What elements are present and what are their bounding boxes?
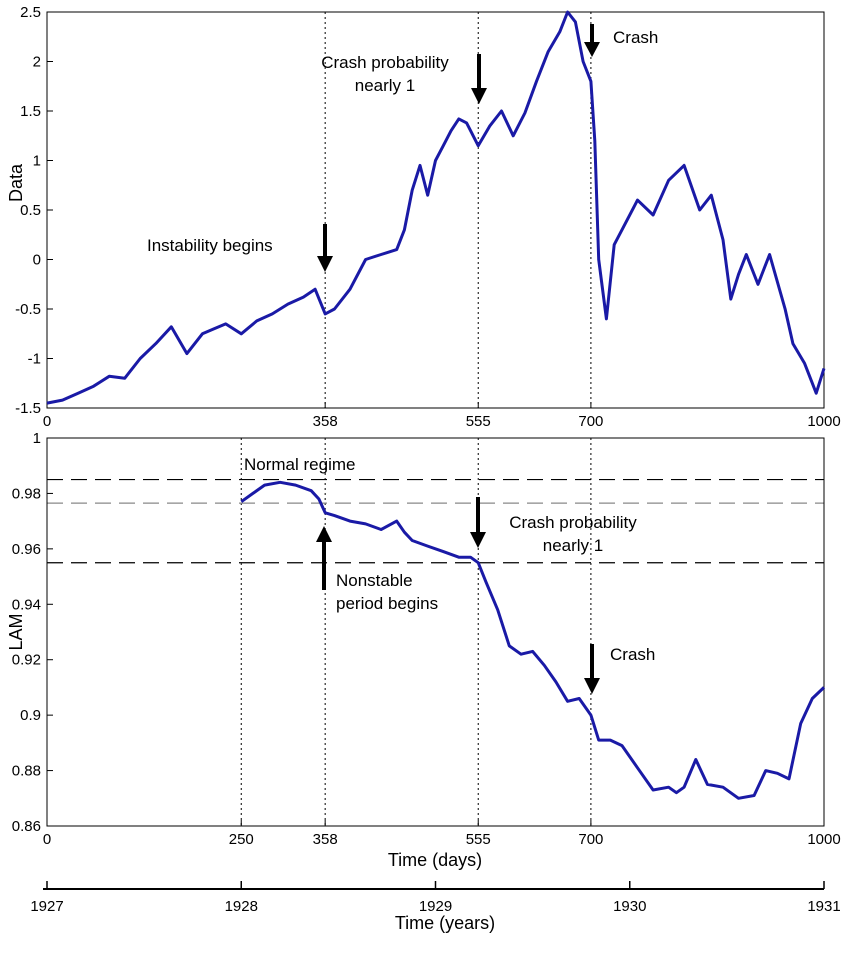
lam-x-tick-label: 700 <box>578 831 603 848</box>
data-y-tick-label: 2.5 <box>20 4 41 21</box>
lam-x-tick-label: 358 <box>313 831 338 848</box>
years-axis-label: Time (years) <box>395 913 495 933</box>
annotation-crash-probability-bottom-line1: Crash probability <box>509 513 637 532</box>
data-y-tick-label: -1.5 <box>15 400 41 417</box>
arrow-crash-probability-bottom <box>470 497 486 548</box>
annotation-crash-top: Crash <box>613 28 658 47</box>
arrow-instability <box>317 224 333 272</box>
years-axis: 1927 1928 1929 1930 1931 Time (years) <box>30 881 841 933</box>
arrow-crash-bottom <box>584 644 600 694</box>
annotation-nonstable-line1: Nonstable <box>336 571 413 590</box>
annotation-instability-begins: Instability begins <box>147 236 273 255</box>
data-y-tick-label: 2 <box>33 54 41 71</box>
annotation-crash-bottom: Crash <box>610 645 655 664</box>
years-tick-label: 1928 <box>225 898 258 915</box>
data-y-tick-label: 0 <box>33 252 41 269</box>
lam-panel-frame <box>46 437 825 827</box>
years-axis-ticks: 1927 1928 1929 1930 1931 <box>30 881 841 915</box>
arrow-crash-probability-top <box>471 54 487 104</box>
years-tick-label: 1927 <box>30 898 63 915</box>
data-y-tick-label: 1 <box>33 153 41 170</box>
data-y-tick-label: -1 <box>28 351 41 368</box>
data-y-tick-label: 1.5 <box>20 103 41 120</box>
lam-x-tick-label: 250 <box>229 831 254 848</box>
arrow-crash-top <box>584 24 600 57</box>
years-tick-label: 1930 <box>613 898 646 915</box>
lam-y-tick-label: 0.9 <box>20 707 41 724</box>
data-x-tick-label: 358 <box>313 413 338 430</box>
annotation-normal-regime: Normal regime <box>244 455 355 474</box>
arrow-nonstable <box>316 526 332 590</box>
lam-x-tick-label: 0 <box>43 831 51 848</box>
lam-y-tick-label: 0.88 <box>12 763 41 780</box>
data-y-tick-label: 0.5 <box>20 202 41 219</box>
lam-y-tick-label: 0.98 <box>12 485 41 502</box>
annotation-crash-probability-top-line2: nearly 1 <box>355 76 415 95</box>
annotation-crash-probability-bottom-line2: nearly 1 <box>543 536 603 555</box>
lam-y-tick-label: 1 <box>33 430 41 447</box>
lam-x-axis-label: Time (days) <box>388 850 482 870</box>
annotation-crash-probability-top-line1: Crash probability <box>321 53 449 72</box>
lam-y-tick-label: 0.86 <box>12 818 41 835</box>
data-y-axis-label: Data <box>6 163 26 202</box>
lam-y-tick-label: 0.92 <box>12 652 41 669</box>
years-tick-label: 1929 <box>419 898 452 915</box>
lam-panel-ticks: 0.86 0.88 0.9 0.92 0.94 0.96 0.98 1 0 250 358 555 70… <box>12 430 841 848</box>
lam-panel: 0.86 0.88 0.9 0.92 0.94 0.96 0.98 1 0 250 358 555 70… <box>6 430 841 870</box>
data-panel-ticks: -1.5 -1 -0.5 0 0.5 1 1.5 2 2.5 0 358 555 700 1000 <box>15 4 841 430</box>
data-x-tick-label: 700 <box>578 413 603 430</box>
annotation-nonstable-line2: period begins <box>336 594 438 613</box>
data-x-tick-label: 1000 <box>807 413 840 430</box>
data-x-tick-label: 0 <box>43 413 51 430</box>
data-panel: -1.5 -1 -0.5 0 0.5 1 1.5 2 2.5 0 358 555 700 1000 Dat… <box>6 4 841 430</box>
data-y-tick-label: -0.5 <box>15 301 41 318</box>
lam-series-line <box>240 480 826 800</box>
lam-x-tick-label: 1000 <box>807 831 840 848</box>
lam-panel-vlines <box>240 438 825 826</box>
lam-panel-hlines <box>47 478 824 564</box>
years-tick-label: 1931 <box>807 898 840 915</box>
lam-x-tick-label: 555 <box>466 831 491 848</box>
data-x-tick-label: 555 <box>466 413 491 430</box>
lam-y-axis-label: LAM <box>6 613 26 650</box>
lam-y-tick-label: 0.94 <box>12 596 41 613</box>
lam-y-tick-label: 0.96 <box>12 541 41 558</box>
data-series-line <box>46 10 826 405</box>
